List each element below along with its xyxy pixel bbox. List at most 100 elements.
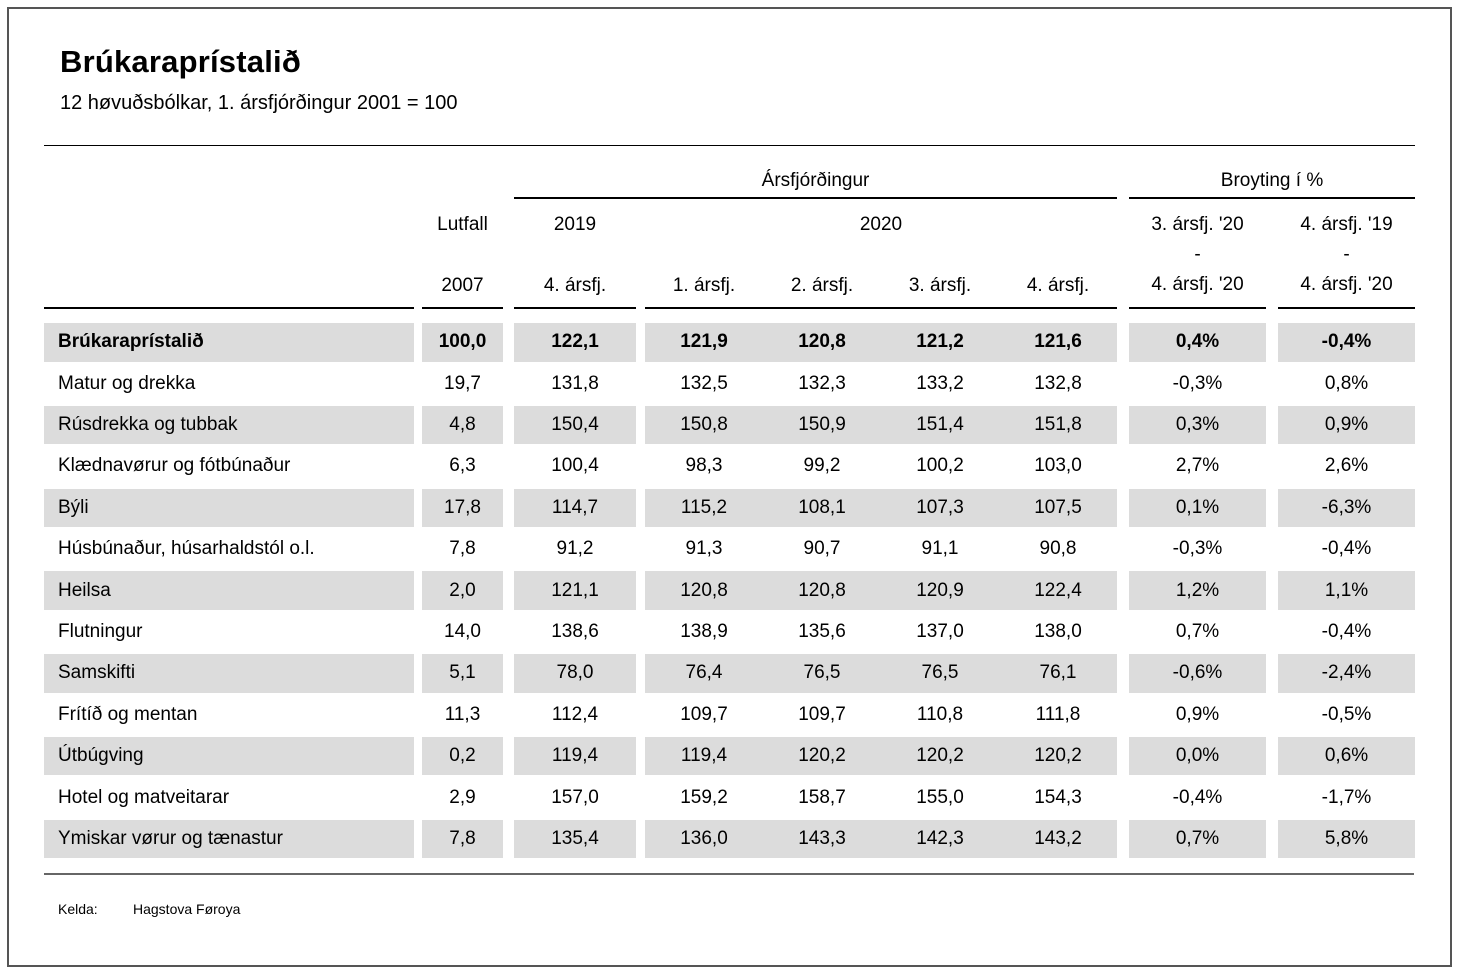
- value-cell: 150,8: [645, 405, 763, 445]
- change-cell: 0,9%: [1278, 405, 1415, 445]
- value-cell: 107,5: [999, 488, 1117, 528]
- table-row: Heilsa 2,0 121,1 120,8 120,8 120,9 122,4…: [44, 571, 1415, 610]
- change-cell: 1,1%: [1278, 571, 1415, 610]
- change-cell: -0,6%: [1129, 654, 1266, 693]
- change-cell: 0,8%: [1324, 372, 1369, 394]
- value-cell: 90,7: [803, 538, 841, 560]
- value-cell: 99,2: [803, 455, 841, 477]
- col-header-year-2019: 2019: [553, 214, 597, 235]
- row-label: Hotel og matveitarar: [58, 786, 230, 808]
- value-cell: 150,9: [763, 405, 881, 445]
- page-title: Brúkaraprístalið: [60, 44, 301, 79]
- change-cell: 0,7%: [1175, 620, 1220, 642]
- value-cell: 151,4: [881, 405, 999, 445]
- value-cell: 120,2: [763, 736, 881, 776]
- change-header-line: -: [1343, 244, 1350, 265]
- value-cell: 103,0: [1034, 455, 1082, 477]
- table-row: Húsbúnaður, húsarhaldstól o.l. 7,8 91,2 …: [44, 530, 1415, 569]
- table-row: Býli 17,8 114,7 115,2 108,1 107,3 107,5 …: [44, 488, 1415, 528]
- col-header-change-q3q4: 3. ársfj. '20 - 4. ársfj. '20: [1129, 199, 1266, 309]
- col-header-q1-2020: 1. ársfj.: [645, 243, 763, 309]
- row-label: Ymiskar vørur og tænastur: [44, 819, 414, 859]
- source-label: Kelda:: [58, 901, 98, 918]
- value-cell: 76,1: [999, 654, 1117, 693]
- value-cell: 132,5: [680, 372, 728, 394]
- row-label: Heilsa: [44, 571, 414, 610]
- value-cell: 91,3: [685, 538, 723, 560]
- top-rule: [44, 145, 1415, 146]
- change-header-line: 3. ársfj. '20: [1151, 214, 1244, 235]
- value-cell: 151,8: [999, 405, 1117, 445]
- value-cell: 119,4: [514, 736, 636, 776]
- col-header-q3-2020: 3. ársfj.: [881, 243, 999, 309]
- value-cell: 150,4: [514, 405, 636, 445]
- change-cell: 2,6%: [1324, 455, 1369, 477]
- value-cell: 120,2: [881, 736, 999, 776]
- col-header-q4-2020: 4. ársfj.: [999, 243, 1117, 309]
- change-cell: 0,4%: [1129, 323, 1266, 362]
- row-label: Samskifti: [44, 654, 414, 693]
- lutfall-cell: 0,2: [422, 736, 503, 776]
- row-label: Brúkaraprístalið: [44, 323, 414, 362]
- lutfall-cell: 11,3: [444, 703, 481, 725]
- col-header-year-2020: 2020: [859, 214, 903, 235]
- row-label: Flutningur: [58, 620, 143, 642]
- value-cell: 107,3: [881, 488, 999, 528]
- change-header-line: 4. ársfj. '20: [1151, 274, 1244, 295]
- value-cell: 121,2: [881, 323, 999, 362]
- lutfall-cell: 2,9: [449, 786, 476, 808]
- value-cell: 100,4: [551, 455, 599, 477]
- row-label: Klædnavørur og fótbúnaður: [58, 455, 291, 477]
- lutfall-cell: 14,0: [444, 620, 481, 642]
- label-column-rule: [44, 243, 414, 309]
- value-cell: 155,0: [916, 786, 964, 808]
- change-cell: 0,9%: [1175, 703, 1220, 725]
- value-cell: 154,3: [1034, 786, 1082, 808]
- lutfall-cell: 17,8: [422, 488, 503, 528]
- row-label: Frítíð og mentan: [58, 703, 198, 725]
- col-header-lutfall: Lutfall: [437, 214, 488, 235]
- value-cell: 90,8: [1039, 538, 1077, 560]
- lutfall-cell: 100,0: [422, 323, 503, 362]
- lutfall-cell: 7,8: [449, 538, 476, 560]
- value-cell: 136,0: [645, 819, 763, 859]
- table-row: Klædnavørur og fótbúnaður 6,3 100,4 98,3…: [44, 447, 1415, 486]
- col-header-change-yoy: 4. ársfj. '19 - 4. ársfj. '20: [1278, 199, 1415, 309]
- col-header-2007: 2007: [422, 243, 503, 309]
- cpi-table: Ársfjórðingur Broyting í % Lutfall 2019 …: [44, 146, 1415, 859]
- lutfall-cell: 6,3: [449, 455, 476, 477]
- value-cell: 159,2: [680, 786, 728, 808]
- value-cell: 120,2: [999, 736, 1117, 776]
- change-cell: -0,3%: [1172, 538, 1223, 560]
- change-cell: -6,3%: [1278, 488, 1415, 528]
- value-cell: 115,2: [645, 488, 763, 528]
- change-cell: -0,5%: [1321, 703, 1372, 725]
- value-cell: 119,4: [645, 736, 763, 776]
- row-label: Útbúgving: [44, 736, 414, 776]
- change-cell: 0,3%: [1129, 405, 1266, 445]
- value-cell: 120,8: [645, 571, 763, 610]
- change-cell: -2,4%: [1278, 654, 1415, 693]
- group-header-quarters: Ársfjórðingur: [514, 146, 1117, 199]
- value-cell: 122,1: [514, 323, 636, 362]
- value-cell: 112,4: [551, 703, 599, 725]
- value-cell: 158,7: [798, 786, 846, 808]
- value-cell: 110,8: [916, 703, 964, 725]
- value-cell: 121,1: [514, 571, 636, 610]
- value-cell: 138,0: [1034, 620, 1082, 642]
- lutfall-cell: 7,8: [422, 819, 503, 859]
- change-cell: 2,7%: [1175, 455, 1220, 477]
- value-cell: 121,9: [645, 323, 763, 362]
- value-cell: 78,0: [514, 654, 636, 693]
- row-label: Rúsdrekka og tubbak: [44, 405, 414, 445]
- change-cell: -1,7%: [1321, 786, 1372, 808]
- value-cell: 121,6: [999, 323, 1117, 362]
- change-cell: 0,1%: [1129, 488, 1266, 528]
- lutfall-cell: 4,8: [422, 405, 503, 445]
- value-cell: 120,8: [763, 323, 881, 362]
- table-row: Útbúgving 0,2 119,4 119,4 120,2 120,2 12…: [44, 736, 1415, 776]
- lutfall-cell: 5,1: [422, 654, 503, 693]
- value-cell: 76,5: [763, 654, 881, 693]
- value-cell: 132,3: [798, 372, 846, 394]
- value-cell: 111,8: [1035, 703, 1081, 725]
